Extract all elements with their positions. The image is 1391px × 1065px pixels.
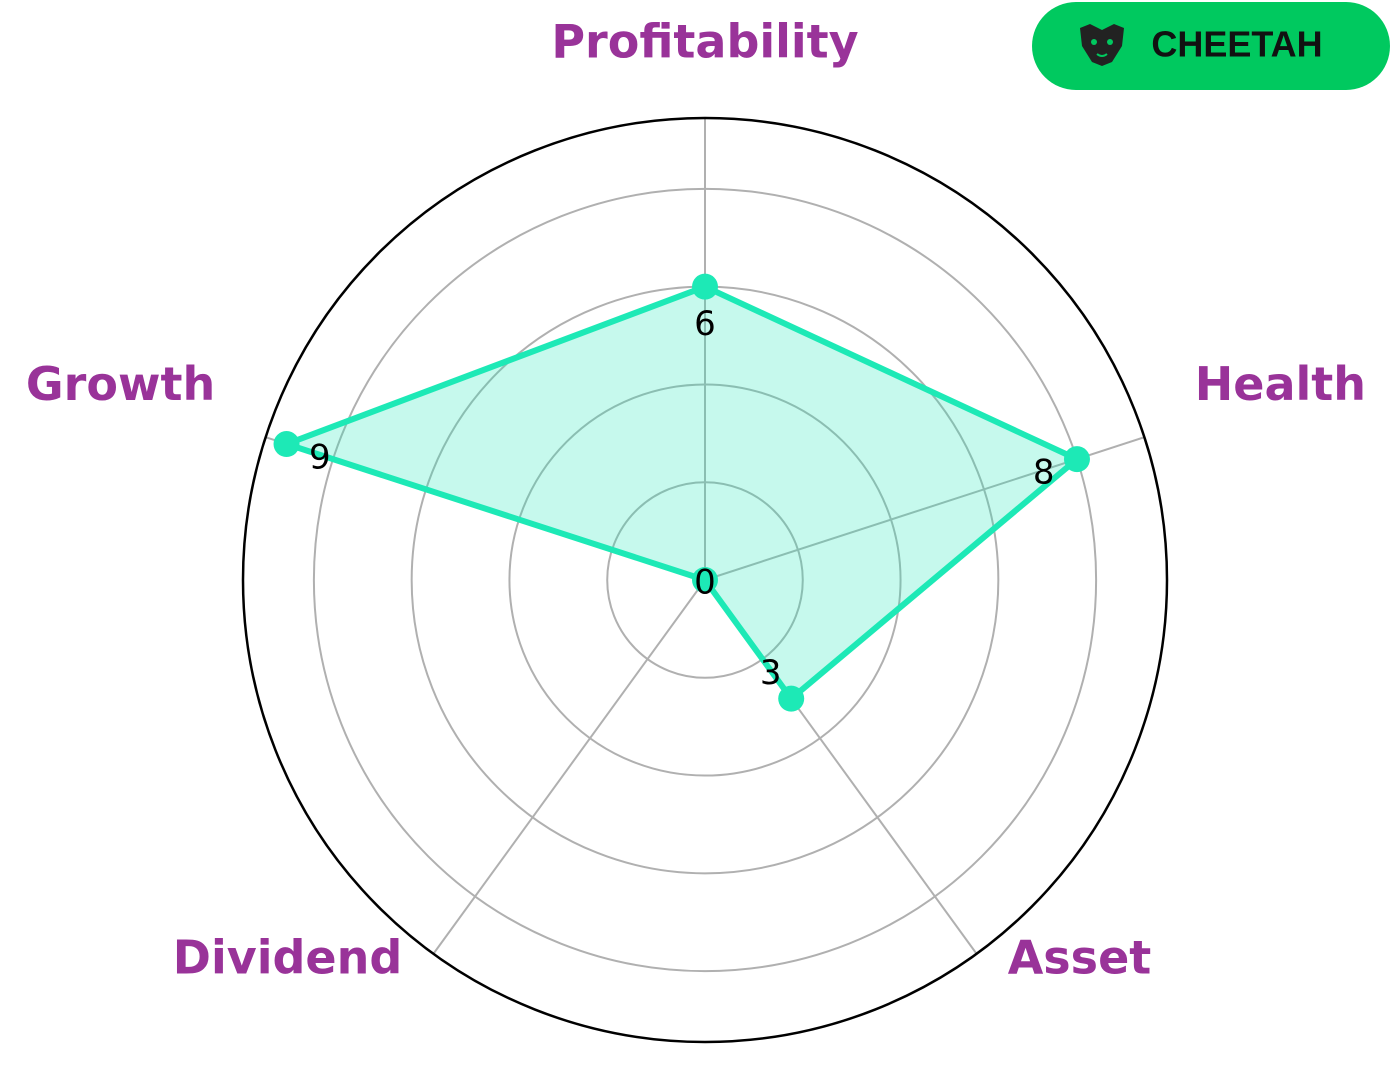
outer-frame — [241, 116, 1169, 1044]
badge-label: CHEETAH — [1151, 24, 1322, 65]
radar-point — [692, 273, 718, 300]
axis-spoke — [432, 579, 706, 955]
radar-point — [778, 685, 805, 712]
radar-area — [283, 283, 1080, 702]
value-label: 8 — [1033, 452, 1055, 492]
badge-background — [1032, 2, 1390, 90]
value-label: 0 — [694, 563, 716, 603]
badge-icon — [1080, 24, 1124, 66]
radar-point — [1063, 446, 1090, 473]
category-label: Asset — [1008, 930, 1152, 984]
radar-point — [692, 567, 718, 593]
category-label: Growth — [26, 357, 215, 411]
value-label: 6 — [694, 304, 716, 344]
value-label: 9 — [309, 437, 331, 477]
category-label: Dividend — [173, 930, 403, 984]
badge: CHEETAH — [1032, 2, 1390, 90]
value-label: 3 — [760, 653, 782, 693]
radar-point — [273, 431, 300, 458]
category-label: Health — [1195, 357, 1366, 411]
category-label: Profitability — [551, 15, 858, 69]
